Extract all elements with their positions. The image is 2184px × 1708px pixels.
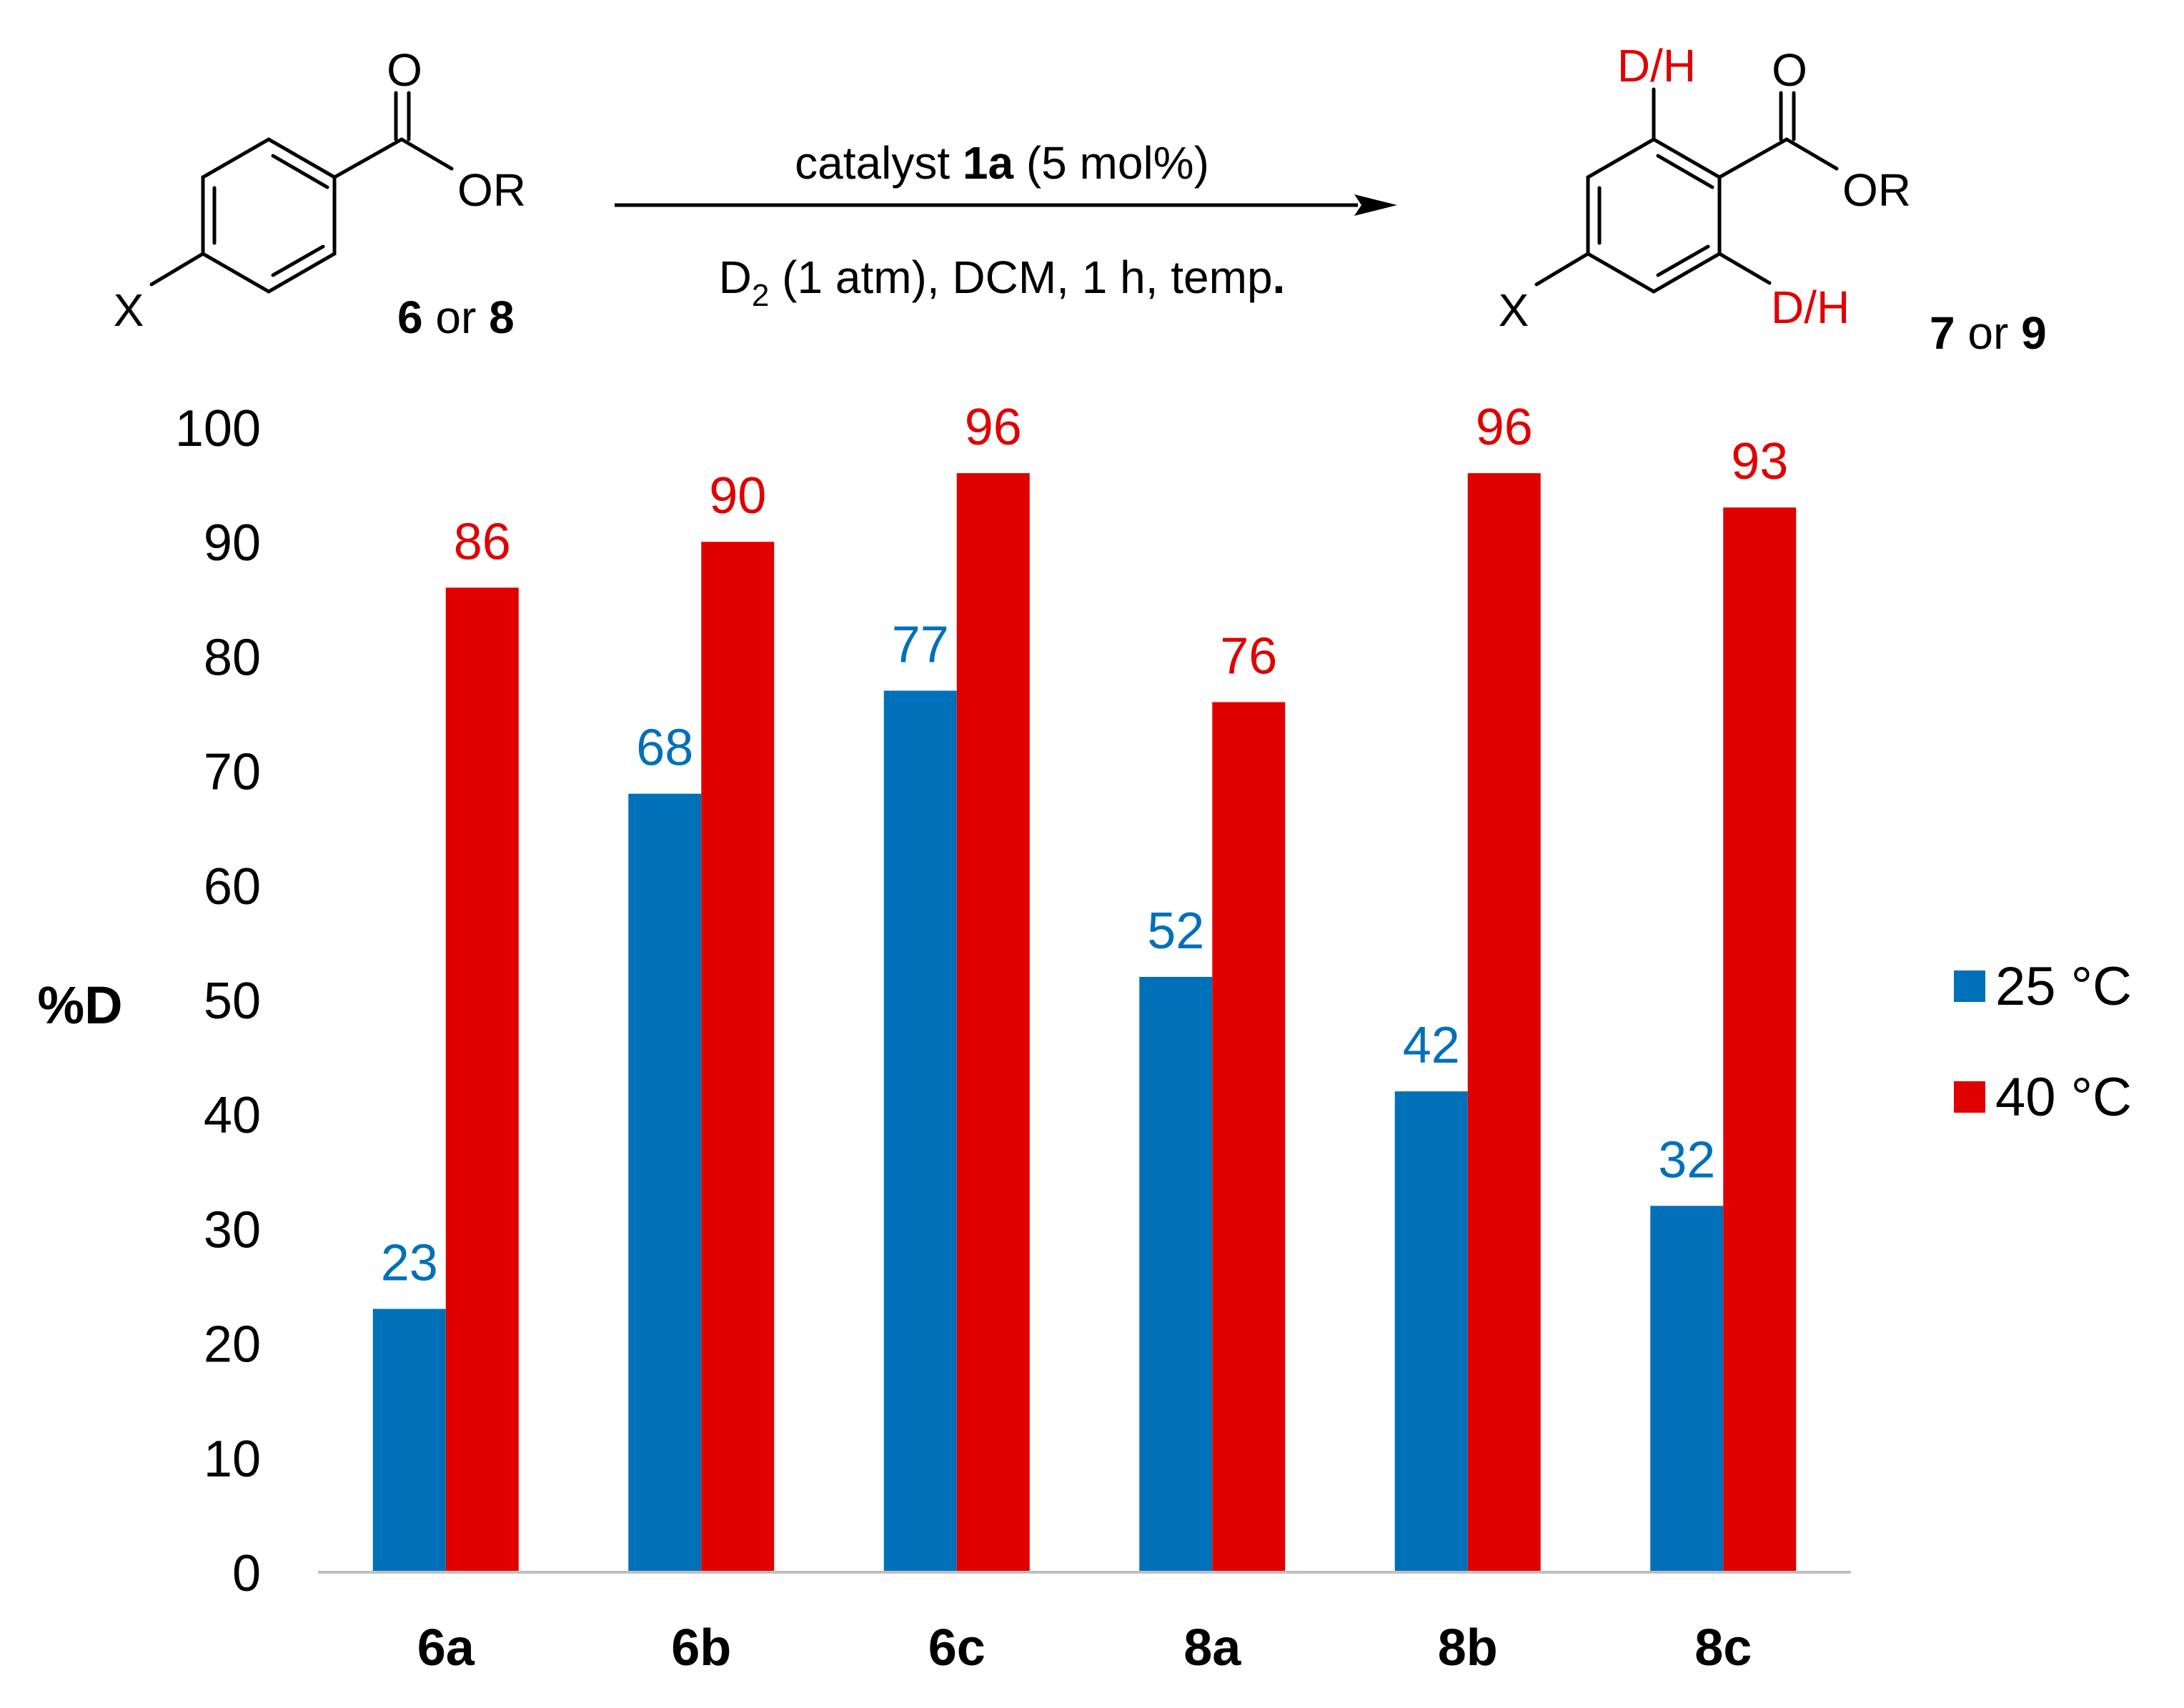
product-x-bond	[1534, 252, 1590, 287]
legend: 25 °C 40 °C	[1954, 956, 2132, 1128]
y-tick-label: 10	[204, 1431, 261, 1488]
x-axis-categories: 6a 6b 6c 8a 8b 8c	[417, 1619, 1752, 1677]
data-label-6c-series-2: 96	[965, 399, 1022, 456]
data-label-8c-series-1: 32	[1658, 1131, 1715, 1188]
bars	[372, 473, 1797, 1573]
bar-6a-series-1	[372, 1309, 446, 1572]
data-label-8c-series-2: 93	[1731, 433, 1788, 490]
y-tick-label: 50	[204, 973, 261, 1030]
bar-chart: 0 10 20 30 40 50 60 70 80 90 100 23 86 68 90 77 96 52 76 4…	[37, 399, 2132, 1677]
reaction-arrow-head	[1354, 194, 1397, 216]
reactant-structure	[149, 91, 454, 294]
x-category-label: 8b	[1438, 1619, 1498, 1677]
reaction-conditions-line2: D2 (1 atm), DCM, 1 h, temp.	[719, 252, 1286, 313]
y-tick-label: 20	[204, 1316, 261, 1374]
reactant-compound-label: 6 or 8	[397, 292, 515, 343]
bar-8b-series-1	[1394, 1091, 1468, 1572]
y-axis-label: %D	[37, 975, 122, 1035]
product-ring-double-bond	[1656, 244, 1710, 277]
data-label-6b-series-1: 68	[636, 720, 693, 777]
legend-label-series-1: 25 °C	[1995, 956, 2132, 1017]
data-label-6c-series-1: 77	[892, 616, 949, 673]
product-ester-bond	[1785, 137, 1839, 171]
bar-6a-series-2	[445, 587, 519, 1572]
y-tick-label: 90	[204, 515, 261, 572]
bar-data-labels: 23 86 68 90 77 96 52 76 42 96 32 93	[381, 399, 1789, 1291]
y-tick-label: 60	[204, 858, 261, 915]
data-label-6a-series-2: 86	[454, 513, 511, 570]
data-label-6a-series-1: 23	[381, 1235, 438, 1292]
reactant-ester-group: OR	[457, 164, 526, 216]
product-carbonyl-o: O	[1772, 44, 1807, 96]
reaction-scheme: O OR X 6 or 8 catalyst 1a (5 mol%) D2 (1…	[114, 40, 2047, 359]
x-category-label: 8a	[1183, 1619, 1241, 1677]
product-structure	[1534, 87, 1839, 294]
y-tick-label: 100	[175, 400, 261, 457]
data-label-8a-series-2: 76	[1220, 627, 1277, 685]
bar-6b-series-2	[701, 542, 775, 1573]
bar-6c-series-1	[883, 690, 957, 1573]
product-ring-double-bond	[1656, 154, 1714, 189]
x-category-label: 8c	[1694, 1619, 1752, 1677]
y-tick-label: 70	[204, 744, 261, 801]
x-category-label: 6b	[671, 1619, 731, 1677]
legend-swatch-series-1	[1954, 970, 1985, 1002]
bar-8b-series-2	[1467, 473, 1541, 1572]
bar-8a-series-1	[1139, 976, 1213, 1572]
reactant-ester-bond	[399, 137, 454, 171]
product-ring-to-carbonyl-bond	[1717, 137, 1789, 179]
bar-8c-series-1	[1650, 1206, 1724, 1572]
legend-label-series-2: 40 °C	[1995, 1067, 2132, 1128]
bar-8c-series-2	[1723, 507, 1797, 1572]
y-tick-label: 30	[204, 1201, 261, 1258]
y-tick-label: 40	[204, 1087, 261, 1144]
product-ester-group: OR	[1842, 164, 1911, 216]
reactant-substituent-x: X	[114, 284, 144, 336]
x-category-label: 6a	[417, 1619, 475, 1677]
product-dh-bottom-bond	[1717, 252, 1772, 285]
product-dh-top-label: D/H	[1617, 40, 1696, 91]
reaction-conditions-line1: catalyst 1a (5 mol%)	[795, 137, 1209, 189]
y-tick-label: 0	[232, 1545, 261, 1602]
reactant-ring-double-bond	[271, 154, 329, 189]
data-label-8a-series-1: 52	[1147, 903, 1204, 960]
product-compound-label: 7 or 9	[1930, 307, 2047, 359]
legend-swatch-series-2	[1954, 1081, 1985, 1113]
bar-6b-series-1	[628, 793, 702, 1572]
bar-8a-series-2	[1212, 702, 1286, 1572]
bar-6c-series-2	[956, 473, 1030, 1572]
reactant-benzene-ring	[201, 137, 337, 294]
reactant-carbonyl-o: O	[387, 44, 422, 96]
data-label-8b-series-2: 96	[1476, 399, 1533, 456]
reactant-ring-double-bond	[271, 244, 325, 277]
y-axis-ticks: 0 10 20 30 40 50 60 70 80 90 100	[175, 400, 261, 1602]
data-label-8b-series-1: 42	[1403, 1017, 1460, 1074]
reactant-x-bond	[149, 252, 205, 287]
x-category-label: 6c	[928, 1619, 986, 1677]
y-tick-label: 80	[204, 629, 261, 686]
data-label-6b-series-2: 90	[709, 467, 766, 525]
reactant-ring-to-carbonyl-bond	[332, 137, 404, 179]
product-dh-bottom-label: D/H	[1771, 282, 1850, 333]
product-substituent-x: X	[1499, 284, 1529, 336]
product-benzene-ring	[1586, 137, 1722, 294]
